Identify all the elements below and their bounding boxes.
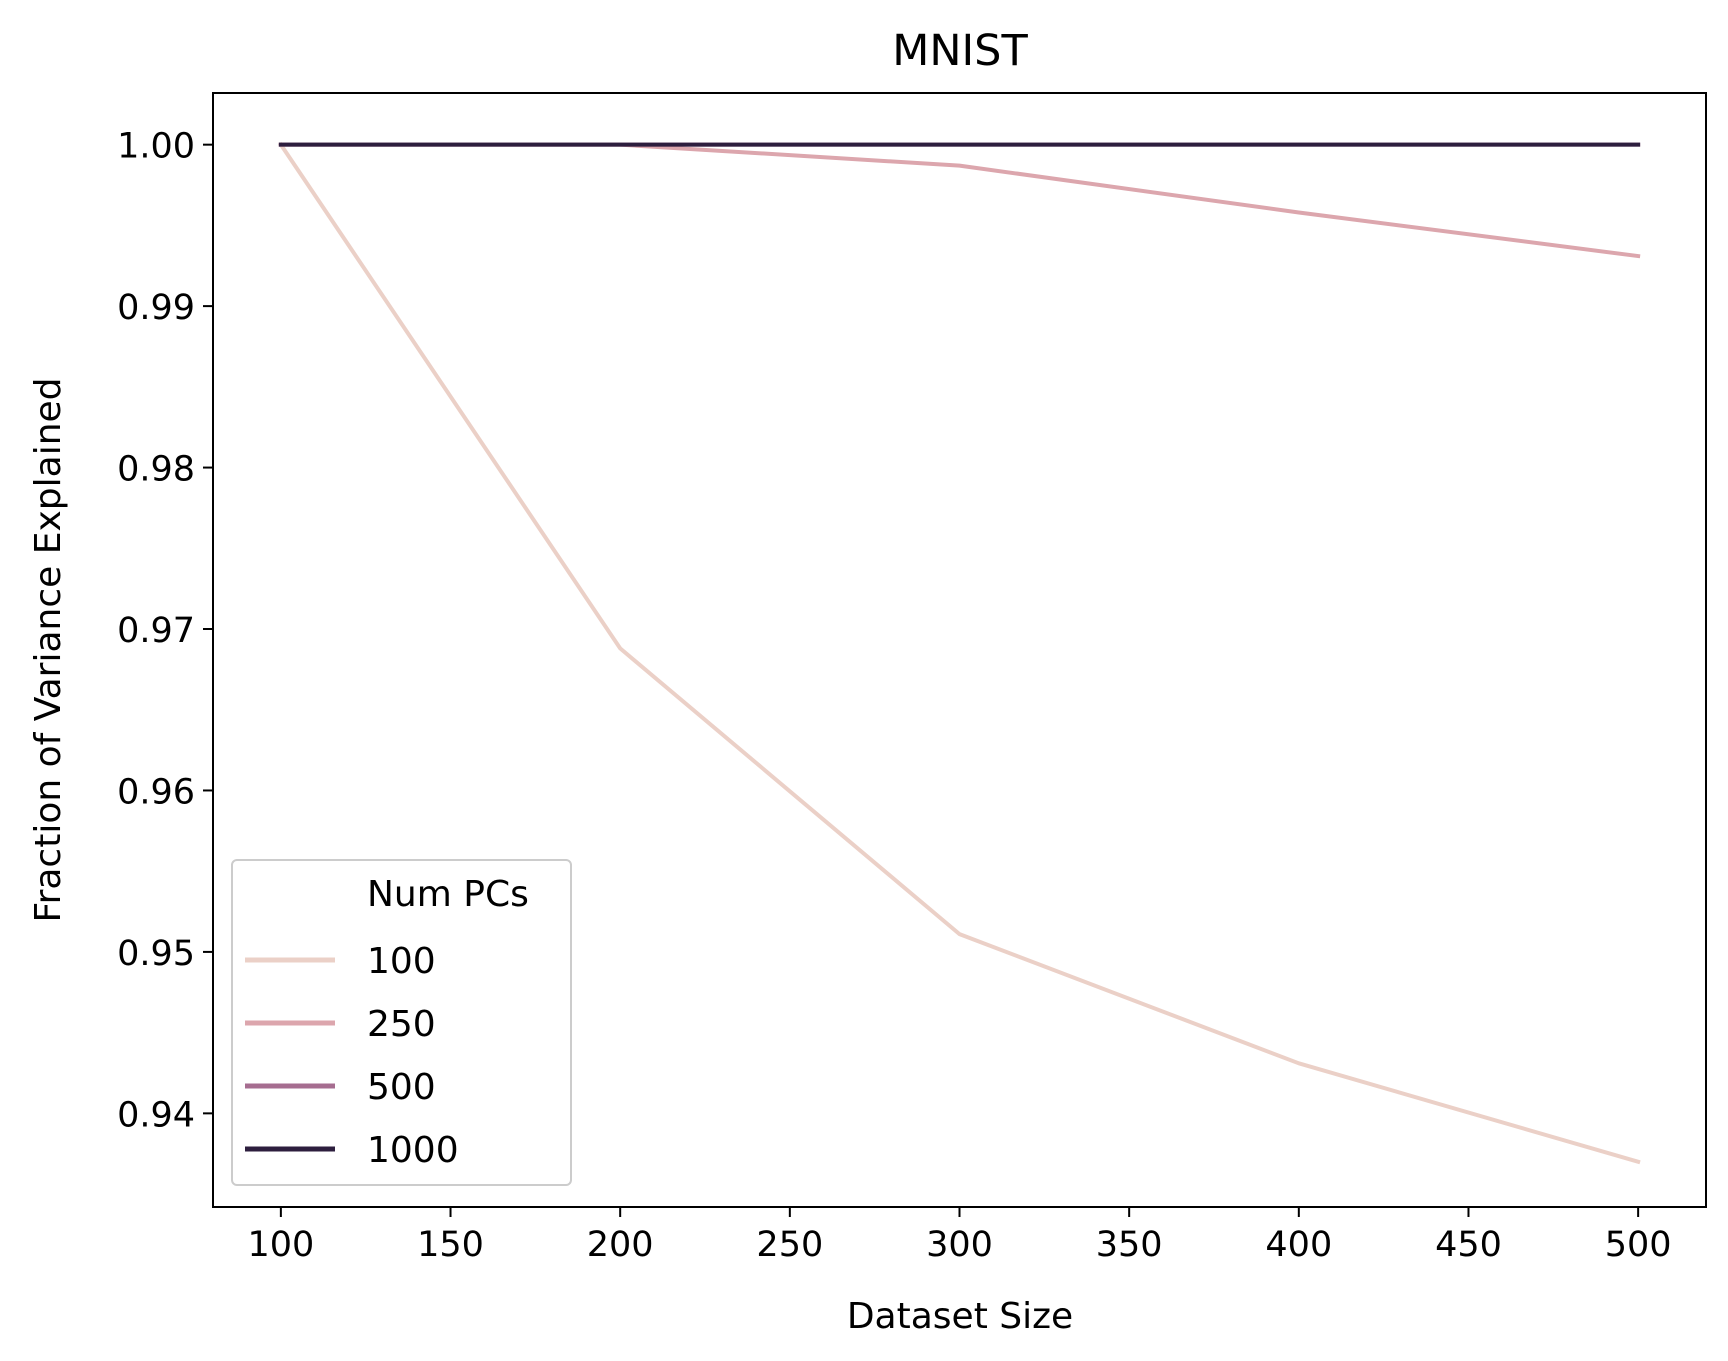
x-tick-label: 150 [417,1225,484,1265]
legend-items: 100 250 500 1000 [245,941,459,1171]
legend: Num PCs 100 250 500 1000 [231,859,572,1186]
x-axis-label: Dataset Size [847,1296,1073,1337]
series-layer [278,141,1641,1165]
x-tick-label: 250 [756,1225,823,1265]
x-tick-label: 450 [1435,1225,1502,1265]
y-tick-label: 0.94 [117,1095,195,1135]
x-tick-label: 350 [1096,1225,1163,1265]
y-axis-label: Fraction of Variance Explained [28,377,69,922]
y-axis: 0.94 0.95 0.96 0.97 0.98 0.99 1.00 [117,127,213,1135]
legend-label-1000: 1000 [367,1130,459,1171]
y-tick-label: 0.95 [117,934,195,974]
x-tick-label: 500 [1605,1225,1672,1265]
x-axis: 100 150 200 250 300 350 400 450 500 [247,1207,1672,1265]
legend-box [231,859,572,1186]
y-tick-label: 0.98 [117,450,195,490]
series-line-100 [278,141,1641,1165]
x-tick-label: 100 [247,1225,314,1265]
legend-label-250: 250 [367,1004,436,1045]
y-tick-label: 1.00 [117,127,195,167]
x-tick-label: 300 [926,1225,993,1265]
x-tick-label: 200 [587,1225,654,1265]
y-tick-label: 0.97 [117,611,195,651]
y-tick-label: 0.99 [117,288,195,328]
series-line-250 [278,142,1641,259]
chart-title: MNIST [892,26,1028,76]
legend-title: Num PCs [367,874,529,915]
y-tick-label: 0.96 [117,772,195,812]
x-tick-label: 400 [1265,1225,1332,1265]
legend-label-100: 100 [367,941,436,982]
legend-label-500: 500 [367,1067,436,1108]
